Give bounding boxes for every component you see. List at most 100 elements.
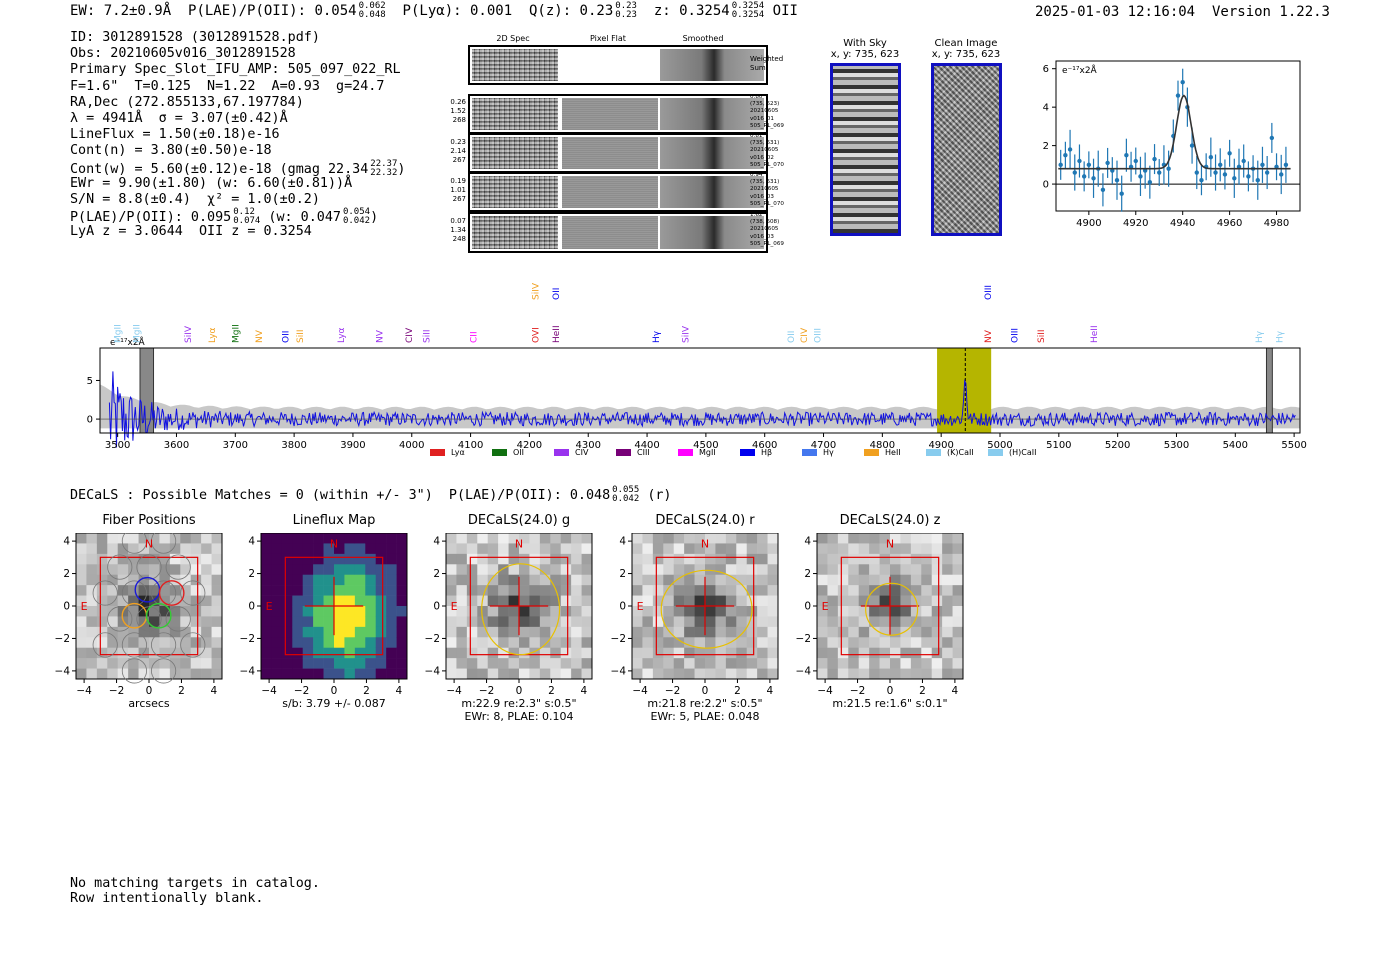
image-pixel: [757, 574, 768, 586]
qz-lo: 0.23: [615, 10, 637, 20]
zoom-point: [1194, 170, 1199, 175]
image-pixel: [96, 585, 108, 596]
image-pixel: [879, 658, 891, 669]
image-pixel: [767, 637, 779, 649]
image-pixel: [736, 533, 748, 544]
image-pixel: [694, 585, 706, 596]
image-pixel: [890, 533, 901, 544]
image-pixel: [508, 668, 520, 680]
image-pixel: [900, 574, 912, 586]
fiber4-pixelflat: [562, 216, 658, 249]
image-pixel: [159, 543, 171, 555]
timestamp: 2025-01-03 12:16:04: [1034, 4, 1196, 20]
image-pixel: [817, 626, 828, 638]
image-pixel: [334, 533, 345, 544]
fiber3-2dspec: [472, 176, 558, 208]
image-pixel: [313, 574, 324, 586]
image-pixel: [375, 564, 387, 576]
image-pixel: [281, 606, 293, 617]
fiber-circle: [121, 658, 147, 684]
image-pixel: [858, 533, 870, 544]
image-pixel: [190, 668, 202, 680]
image-panel-4: N E −4 −4 −2 −2 0 0 2 2 4 4: [796, 533, 964, 697]
image-pixel: [560, 626, 572, 638]
image-xtick-label: −4: [632, 685, 648, 697]
image-pixel: [261, 647, 272, 659]
image-pixel: [76, 606, 87, 617]
image-pixel: [931, 553, 943, 565]
image-pixel: [201, 668, 212, 680]
image-ytick-label: −2: [796, 633, 811, 645]
fiber1-smoothed: [660, 98, 764, 130]
fiber3-meta: 0.94" (735, 631) 20210605 v016_03 505_RL…: [750, 172, 784, 207]
image-pixel: [550, 647, 562, 659]
image-pixel: [498, 668, 509, 680]
image-pixel: [632, 585, 643, 596]
image-pixel: [292, 585, 304, 596]
image-pixel: [375, 637, 387, 649]
image-pixel: [386, 616, 397, 628]
fiber-circle: [180, 632, 206, 658]
image-pixel: [632, 647, 643, 659]
image-pixel: [952, 543, 964, 555]
image-pixel: [96, 595, 108, 607]
spectrum-xtick-label: 4200: [517, 440, 542, 451]
image-pixel: [663, 595, 675, 607]
image-pixel: [466, 606, 478, 617]
image-pixel: [334, 606, 345, 617]
image-pixel: [910, 543, 922, 555]
image-pixel: [952, 616, 964, 628]
image-pixel: [632, 637, 643, 649]
image-pixel: [498, 637, 509, 649]
image-pixel: [673, 595, 685, 607]
image-pixel: [169, 595, 181, 607]
image-pixel: [736, 616, 748, 628]
version: Version 1.22.3: [1211, 4, 1330, 20]
image-pixel: [519, 553, 530, 565]
image-pixel: [86, 595, 98, 607]
image-ytick-label: 2: [433, 568, 440, 580]
image-pixel: [107, 564, 119, 576]
z-lo: 0.3254: [731, 10, 765, 20]
zoom-frame: [1055, 60, 1301, 212]
image-pixel: [837, 626, 849, 638]
image-pixel: [159, 637, 171, 649]
image-pixel: [302, 637, 314, 649]
info-sn: S/N = 8.8(±0.4) χ² = 1.0(±0.2): [70, 191, 320, 207]
spectrum-line-label: SiIV: [531, 282, 541, 300]
image-pixel: [879, 533, 891, 544]
image-pixel: [910, 564, 922, 576]
image-pixel: [334, 658, 345, 669]
image-pixel: [725, 585, 737, 596]
image-pixel: [684, 574, 695, 586]
image-pixel: [757, 668, 768, 680]
image-pixel: [76, 543, 87, 555]
image-pixel: [302, 668, 314, 680]
image-pixel: [159, 616, 171, 628]
image-pixel: [673, 533, 685, 544]
image-pixel: [201, 533, 212, 544]
image-pixel: [581, 637, 593, 649]
image-pixel: [128, 533, 139, 544]
image-pixel: [529, 616, 541, 628]
image-pixel: [652, 553, 664, 565]
image-pixel: [180, 553, 192, 565]
qz-hi: 0.23: [615, 1, 637, 11]
spectrum-xtick-label: 5100: [1046, 440, 1071, 451]
image-pixel: [190, 574, 202, 586]
image-pixel: [890, 616, 901, 628]
zoom-fit-chart: 4900 4920 4940 4960 4980 0 2 4 6 e⁻¹⁷x2Å: [1043, 60, 1301, 229]
image-pixel: [86, 658, 98, 669]
image-pixel: [323, 637, 335, 649]
zoom-point: [1227, 151, 1232, 156]
fiber2-smoothed: [660, 137, 764, 169]
zoom-point: [1241, 158, 1246, 164]
image-pixel: [138, 637, 150, 649]
legend-swatch: [988, 449, 1003, 456]
image-pixel: [952, 574, 964, 586]
image-pixel: [632, 668, 643, 680]
legend-label: OII: [513, 448, 524, 457]
image-pixel: [827, 658, 839, 669]
image-pixel: [487, 585, 499, 596]
legend-swatch: [554, 449, 569, 456]
